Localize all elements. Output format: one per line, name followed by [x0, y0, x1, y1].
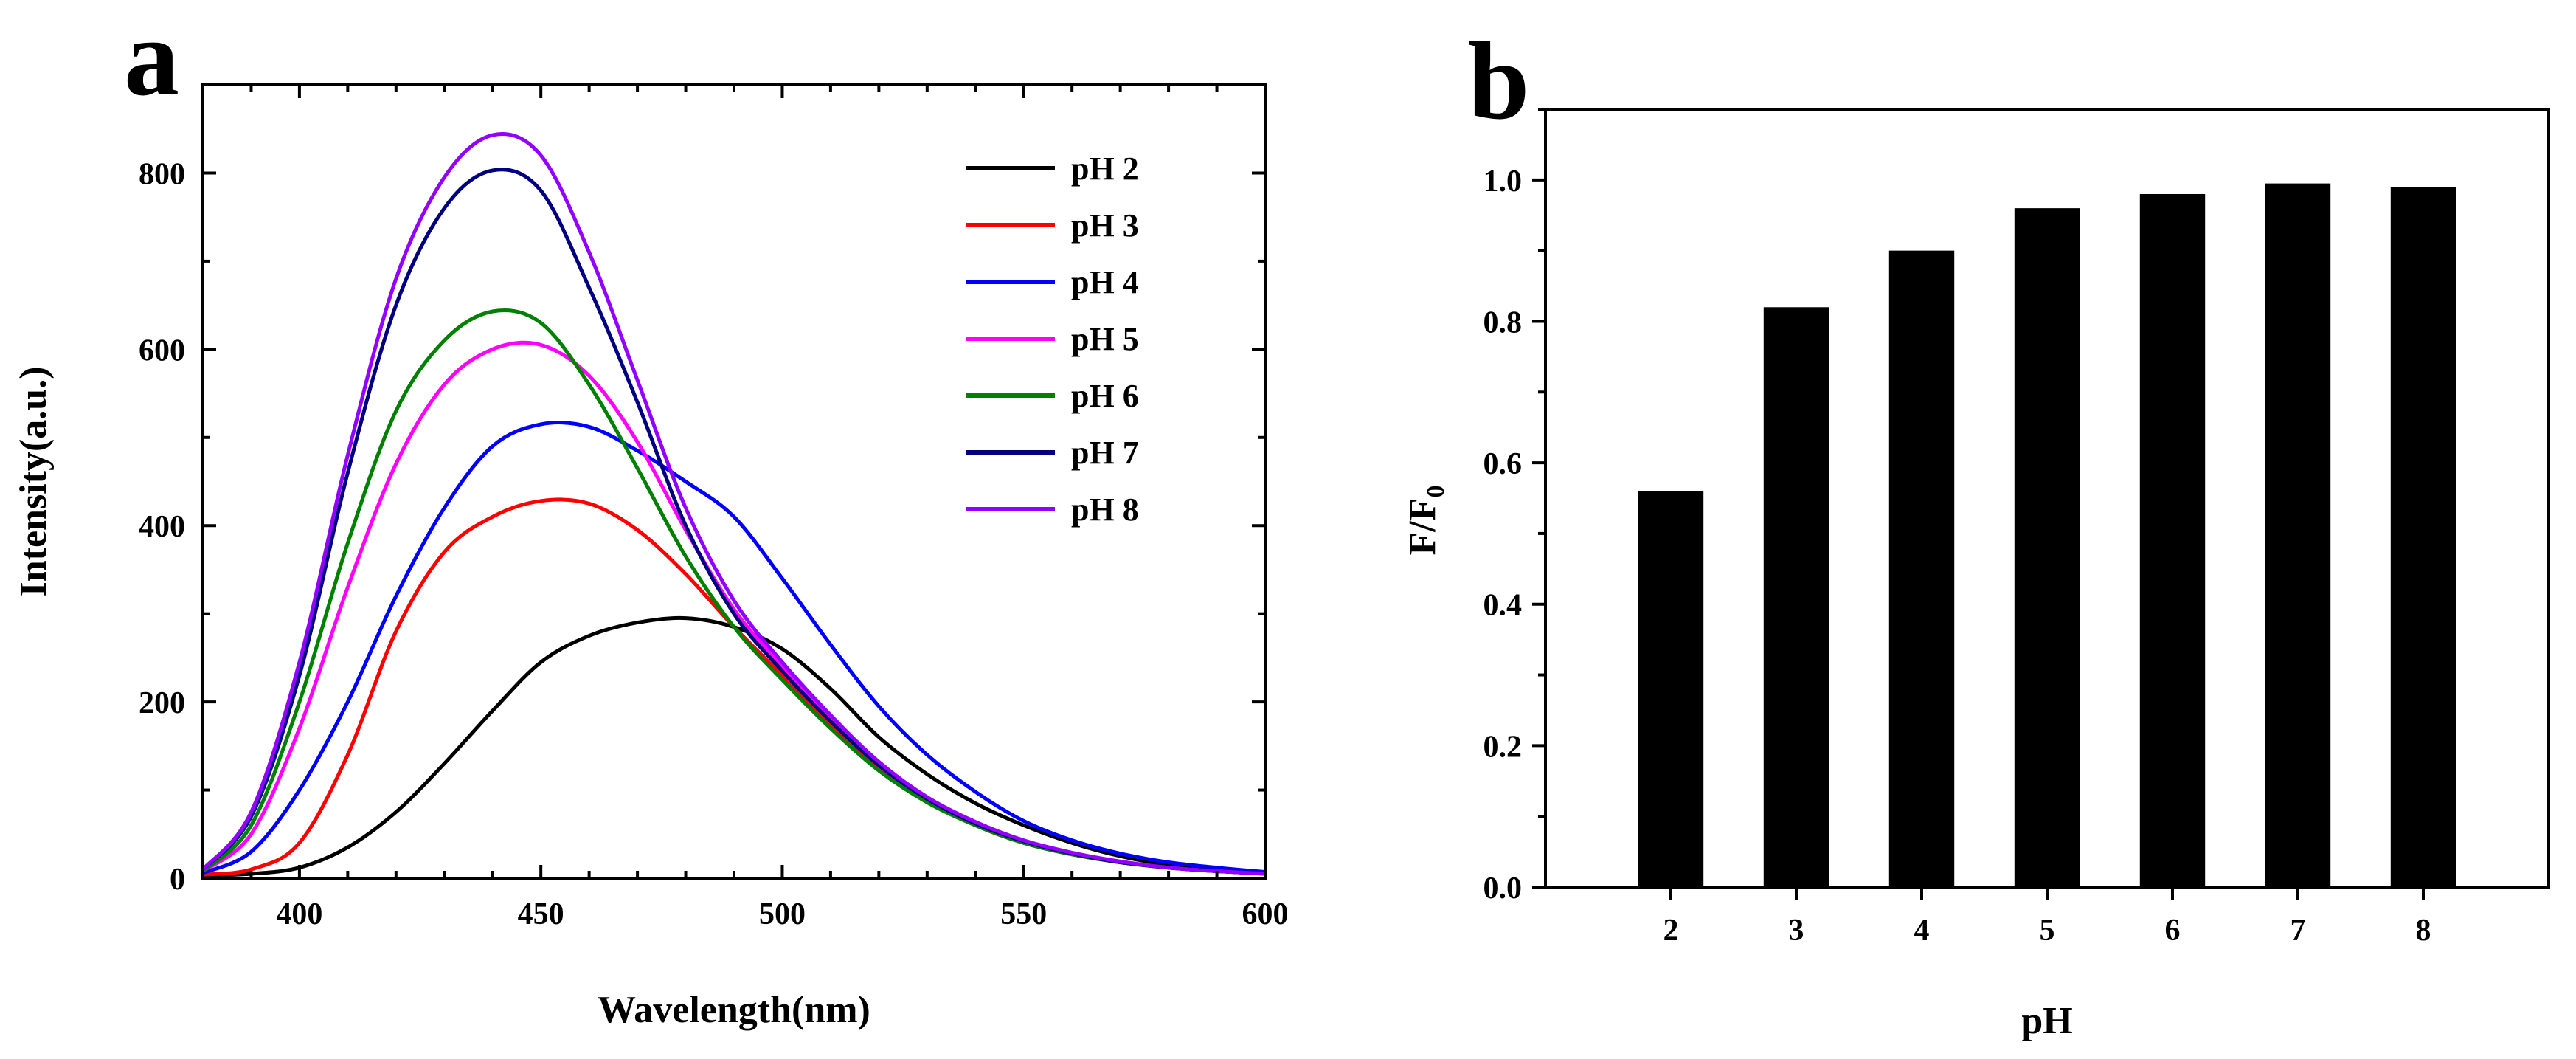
y-tick-label: 0.6: [1483, 447, 1523, 481]
bar-ph-8: [2390, 187, 2456, 887]
x-tick-label: 4: [1914, 914, 1930, 948]
panel-b-y-axis-label-subscript: 0: [1422, 486, 1450, 498]
bar-ph-7: [2265, 183, 2331, 888]
y-tick-label: 1.0: [1483, 165, 1523, 199]
panel-letter-a: a: [124, 0, 179, 119]
panel-b-bars: [1638, 183, 2456, 888]
panel-a-x-axis-label: Wavelength(nm): [598, 989, 870, 1031]
legend-label: pH 5: [1071, 321, 1139, 357]
y-tick-label: 0.4: [1483, 589, 1523, 623]
panel-a-line-chart: 400 450 500 550 600 0 200 400 600 800 Wavelength…: [13, 83, 1289, 1031]
y-tick-label: 400: [139, 510, 185, 544]
panel-a-legend: pH 2 pH 3 pH 4 pH 5 pH 6 pH 7 pH 8: [966, 151, 1139, 528]
legend-label: pH 3: [1071, 207, 1139, 244]
legend-label: pH 8: [1071, 491, 1139, 528]
y-tick-label: 200: [139, 686, 185, 720]
x-tick-label: 6: [2165, 914, 2181, 948]
x-tick-label: 3: [1789, 914, 1804, 948]
x-tick-label: 500: [759, 897, 806, 931]
series-line-ph-2: [202, 615, 1266, 877]
bar-ph-2: [1638, 491, 1704, 887]
bar-ph-6: [2139, 193, 2206, 887]
panel-b-y-axis-label-main: F/F: [1402, 498, 1444, 556]
legend-label: pH 2: [1071, 151, 1139, 187]
legend-label: pH 4: [1071, 264, 1139, 300]
panel-a-plot-frame: [201, 83, 1267, 880]
bar-ph-3: [1763, 307, 1829, 888]
y-tick-label: 600: [139, 334, 185, 368]
y-tick-label: 800: [139, 157, 185, 191]
x-tick-label: 550: [1000, 897, 1047, 931]
x-tick-label: 8: [2416, 914, 2431, 948]
panel-letter-b: b: [1468, 20, 1529, 142]
y-tick-label: 0.8: [1483, 306, 1523, 339]
panel-b-bar-chart: 2 3 4 5 6 7 8 0.0 0.2 0.4 0.6 0.8 1.0 pH F/F0: [1402, 108, 2550, 1042]
y-tick-label: 0: [170, 863, 185, 897]
series-line-ph-3: [202, 497, 1266, 877]
x-tick-label: 5: [2040, 914, 2055, 948]
panel-b-x-axis-label: pH: [2021, 1000, 2072, 1042]
panel-a-series-lines: [201, 132, 1266, 877]
y-tick-label: 0.2: [1483, 730, 1523, 764]
x-tick-label: 400: [276, 897, 322, 931]
bar-ph-4: [1888, 250, 1955, 887]
y-tick-label: 0.0: [1483, 872, 1523, 906]
panel-b-y-axis-label: F/F0: [1402, 486, 1450, 556]
legend-label: pH 7: [1071, 435, 1139, 471]
x-tick-label: 2: [1663, 914, 1679, 948]
panel-b-x-ticks: 2 3 4 5 6 7 8: [1663, 887, 2431, 948]
panel-a-y-axis-label: Intensity(a.u.): [13, 366, 55, 596]
panel-a-y-ticks: 0 200 400 600 800: [139, 83, 1265, 897]
x-tick-label: 450: [518, 897, 564, 931]
series-line-ph-8: [201, 132, 1266, 876]
panel-b-y-ticks: 0.0 0.2 0.4 0.6 0.8 1.0: [1483, 108, 1545, 906]
legend-label: pH 6: [1071, 378, 1139, 414]
bar-ph-5: [2014, 208, 2080, 887]
series-line-ph-4: [202, 421, 1266, 875]
panel-a-x-ticks: 400 450 500 550 600: [201, 85, 1289, 931]
x-tick-label: 600: [1242, 897, 1289, 931]
x-tick-label: 7: [2291, 914, 2306, 948]
